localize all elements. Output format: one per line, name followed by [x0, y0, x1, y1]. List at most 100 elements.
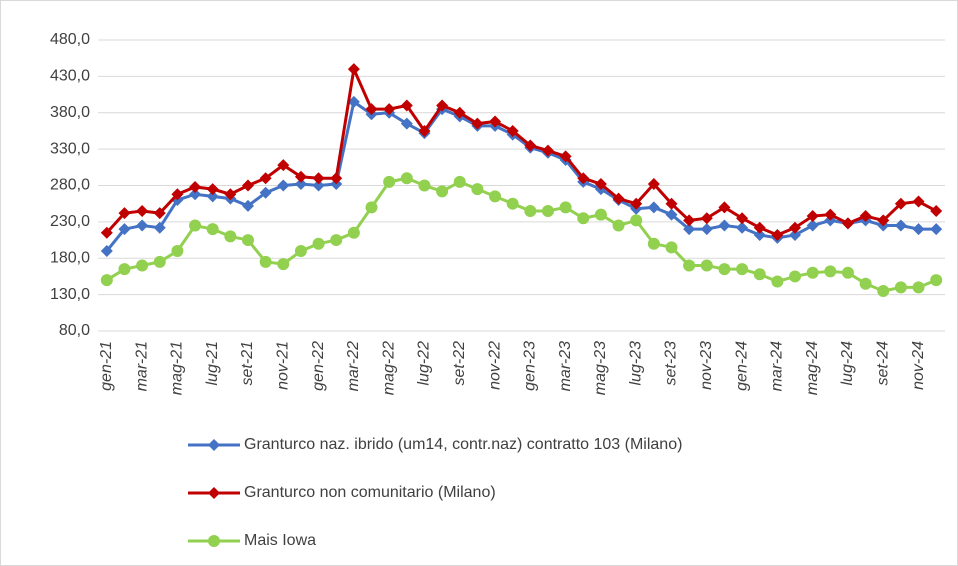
data-point [453, 106, 466, 119]
data-point [418, 124, 431, 137]
data-point [577, 172, 590, 185]
data-point [436, 99, 449, 112]
data-point [118, 223, 131, 236]
data-point [912, 195, 925, 208]
data-point [153, 255, 166, 268]
data-point [771, 228, 784, 241]
x-tick-label: nov-23 [698, 341, 715, 390]
data-point [100, 226, 113, 239]
data-point [153, 221, 166, 234]
data-point [206, 223, 219, 236]
data-point [877, 214, 890, 227]
x-tick-label: gen-22 [310, 341, 327, 391]
y-tick-label: 380,0 [50, 104, 90, 121]
y-tick-label: 430,0 [50, 68, 90, 85]
data-point [630, 197, 643, 210]
data-point [294, 178, 307, 191]
data-point [259, 172, 272, 185]
data-point [700, 223, 713, 236]
x-tick-label: gen-23 [522, 341, 539, 391]
data-point [436, 185, 449, 198]
x-tick-label: set-24 [874, 341, 891, 386]
data-point [383, 175, 396, 188]
data-point [312, 237, 325, 250]
data-point [241, 199, 254, 212]
data-point [365, 201, 378, 214]
y-tick-label: 80,0 [59, 322, 90, 339]
data-point [789, 228, 802, 241]
data-point [683, 223, 696, 236]
data-point [241, 234, 254, 247]
x-tick-label: mag-24 [804, 341, 821, 395]
data-point [136, 259, 149, 272]
data-point [241, 179, 254, 192]
y-tick-label: 130,0 [50, 286, 90, 303]
data-point [206, 190, 219, 203]
x-tick-label: lug-21 [204, 341, 221, 385]
data-point [471, 183, 484, 196]
y-tick-label: 330,0 [50, 140, 90, 157]
y-tick-label: 480,0 [50, 31, 90, 48]
data-point [665, 197, 678, 210]
data-point [612, 192, 625, 205]
data-point [400, 99, 413, 112]
data-point [647, 237, 660, 250]
data-point [189, 219, 202, 232]
data-point [559, 150, 572, 163]
data-point [894, 281, 907, 294]
data-point [524, 204, 537, 217]
data-point [753, 221, 766, 234]
data-point [136, 204, 149, 217]
data-point [647, 201, 660, 214]
data-point [806, 266, 819, 279]
data-point [489, 115, 502, 128]
data-point [259, 255, 272, 268]
data-point [347, 63, 360, 76]
data-point [206, 183, 219, 196]
data-point [824, 265, 837, 278]
data-point [736, 263, 749, 276]
data-point [541, 204, 554, 217]
x-tick-label: mar-24 [769, 341, 786, 391]
y-tick-label: 180,0 [50, 249, 90, 266]
data-point [700, 212, 713, 225]
data-point [753, 228, 766, 241]
x-tick-label: lug-22 [416, 341, 433, 386]
data-point [806, 219, 819, 232]
data-point [259, 186, 272, 199]
data-point [224, 188, 237, 201]
data-point [189, 180, 202, 193]
data-point [365, 103, 378, 116]
data-point [594, 208, 607, 221]
x-tick-label: nov-22 [486, 341, 503, 390]
legend-label: Mais Iowa [244, 532, 316, 549]
data-point [471, 117, 484, 130]
data-point [277, 159, 290, 172]
data-point [683, 214, 696, 227]
data-point [506, 124, 519, 137]
data-point [541, 144, 554, 157]
y-tick-label: 280,0 [50, 177, 90, 194]
legend-marker [208, 535, 220, 547]
data-point [859, 210, 872, 223]
data-point [930, 223, 943, 236]
x-tick-label: gen-24 [733, 341, 750, 391]
data-point [594, 178, 607, 191]
data-point [894, 219, 907, 232]
data-point [789, 270, 802, 283]
x-tick-label: nov-24 [910, 341, 927, 390]
data-point [859, 277, 872, 290]
data-point [700, 259, 713, 272]
data-point [153, 207, 166, 220]
data-point [718, 263, 731, 276]
data-point [330, 172, 343, 185]
x-tick-label: mag-23 [592, 341, 609, 395]
data-point [930, 274, 943, 287]
data-point [806, 210, 819, 223]
data-point [877, 284, 890, 297]
data-point [347, 226, 360, 239]
data-point [171, 244, 184, 257]
x-tick-label: nov-21 [275, 341, 292, 390]
data-point [718, 219, 731, 232]
